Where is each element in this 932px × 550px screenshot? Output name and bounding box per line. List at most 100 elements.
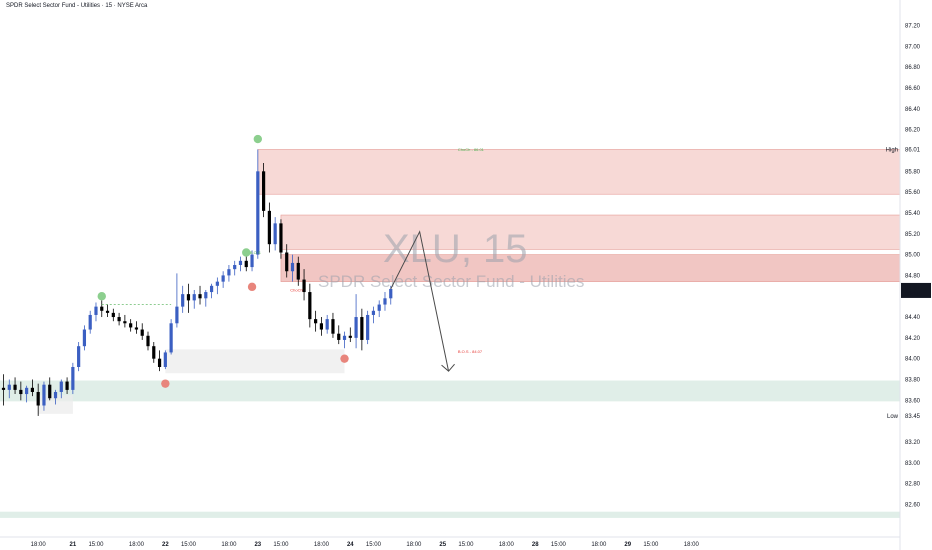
y-tick-label: 86.01 [905,147,921,153]
candle-body [123,321,127,324]
candle-body [285,252,289,272]
y-axis-background [900,0,932,550]
candle-body [1,387,6,390]
candle-body [186,294,191,301]
x-tick-label: 25 [439,542,446,548]
price-tag-value: 84.67 [905,286,921,292]
candle-body [360,317,364,340]
candle-body [192,294,196,301]
candle-body [238,260,243,265]
y-tick-label: 86.60 [905,86,921,92]
candle-body [111,312,115,318]
annotation-label: B.O.S [250,250,261,255]
candle-body [100,306,104,311]
candle-body [319,323,323,330]
candles-layer [1,149,393,416]
candle-body [267,210,271,245]
x-tick-label: 29 [624,542,631,548]
candle-body [250,254,254,268]
price-tag [901,282,931,298]
candle-body [331,319,335,334]
annotation-label: R.E - 85.03 [458,249,479,254]
x-tick-label: 15:00 [88,542,104,548]
candle-body [227,269,231,276]
candle-body [94,306,98,315]
swing-low-dot [340,354,349,363]
annotations-layer: ChoCh - 86.01 B.O.S R.E - 85.03 ChoCh B.O.S … [97,134,899,420]
y-tick-label: 83.20 [905,440,921,446]
x-axis[interactable]: 18:00 21 15:00 18:00 22 15:00 18:00 23 15:00 18:0… [0,520,932,550]
candle-body [215,281,219,286]
annotation-label: ChoCh [290,287,302,292]
candle-body [30,387,34,392]
watermark-name: SPDR Select Sector Fund - Utilities [318,272,584,291]
x-tick-label: 15:00 [366,542,382,548]
y-tick-label: 85.80 [905,169,921,175]
swing-low-dot [161,379,170,388]
candle-body [273,223,277,245]
candle-body [366,314,370,340]
candle-body [198,294,202,299]
candle-body [302,279,306,293]
side-label-low: Low [887,414,899,420]
y-axis[interactable]: 87.20 87.00 86.80 86.60 86.40 86.20 86.01 85.80… [899,0,932,550]
candle-body [117,317,121,322]
annotation-label: ChoCh - 86.01 [458,147,485,152]
candle-body [163,352,167,367]
x-tick-label: 21 [70,542,77,548]
y-tick-label: 83.60 [905,398,921,404]
candle-body [53,391,58,399]
y-tick-label: 86.80 [905,65,921,71]
candle-body [337,333,341,340]
candle-body [140,329,144,336]
x-tick-label: 23 [254,542,261,548]
x-tick-label: 18:00 [221,542,237,548]
zones-layer [0,149,901,518]
y-tick-label: 83.00 [905,461,921,467]
y-tick-label: 85.20 [905,232,921,238]
y-tick-label: 84.20 [905,336,921,342]
x-tick-label: 18:00 [129,542,145,548]
swing-high-dot [97,292,106,301]
x-tick-label: 15:00 [643,542,659,548]
price-tag-countdown: 02:18 [905,292,921,298]
y-tick-label: 87.00 [905,44,921,50]
candle-body [134,327,139,330]
candle-body [42,384,46,406]
y-tick-label: 82.60 [905,502,921,508]
candle-body [13,384,17,390]
y-tick-label: 84.00 [905,357,921,363]
candle-body [59,381,63,392]
x-axis-background [0,520,900,550]
candle-body [65,381,69,390]
candle-body [129,323,133,328]
candle-body [389,288,393,299]
candle-body [71,367,75,390]
candle-body [7,384,11,390]
zone-demand [0,380,900,402]
swing-high-dot [242,248,251,257]
candle-body [105,310,110,313]
x-tick-label: 15:00 [181,542,197,548]
candle-body [19,389,23,395]
candle-body [348,335,352,338]
x-tick-label: 22 [162,542,169,548]
candle-body [152,346,156,359]
x-tick-label: 18:00 [499,542,515,548]
zone-demand [0,511,900,518]
zone-supply [257,149,901,195]
y-tick-label: 84.40 [905,315,921,321]
candle-body [82,329,87,347]
x-tick-label: 18:00 [591,542,607,548]
x-tick-label: 24 [347,542,354,548]
y-tick-label: 83.80 [905,377,921,383]
y-tick-label: 87.20 [905,24,921,30]
candle-body [279,223,283,253]
candle-body [233,265,237,270]
candle-body [314,319,318,324]
candle-body [204,292,208,299]
swing-low-dot [247,282,257,292]
candle-body [146,335,150,347]
candle-body [209,285,214,293]
